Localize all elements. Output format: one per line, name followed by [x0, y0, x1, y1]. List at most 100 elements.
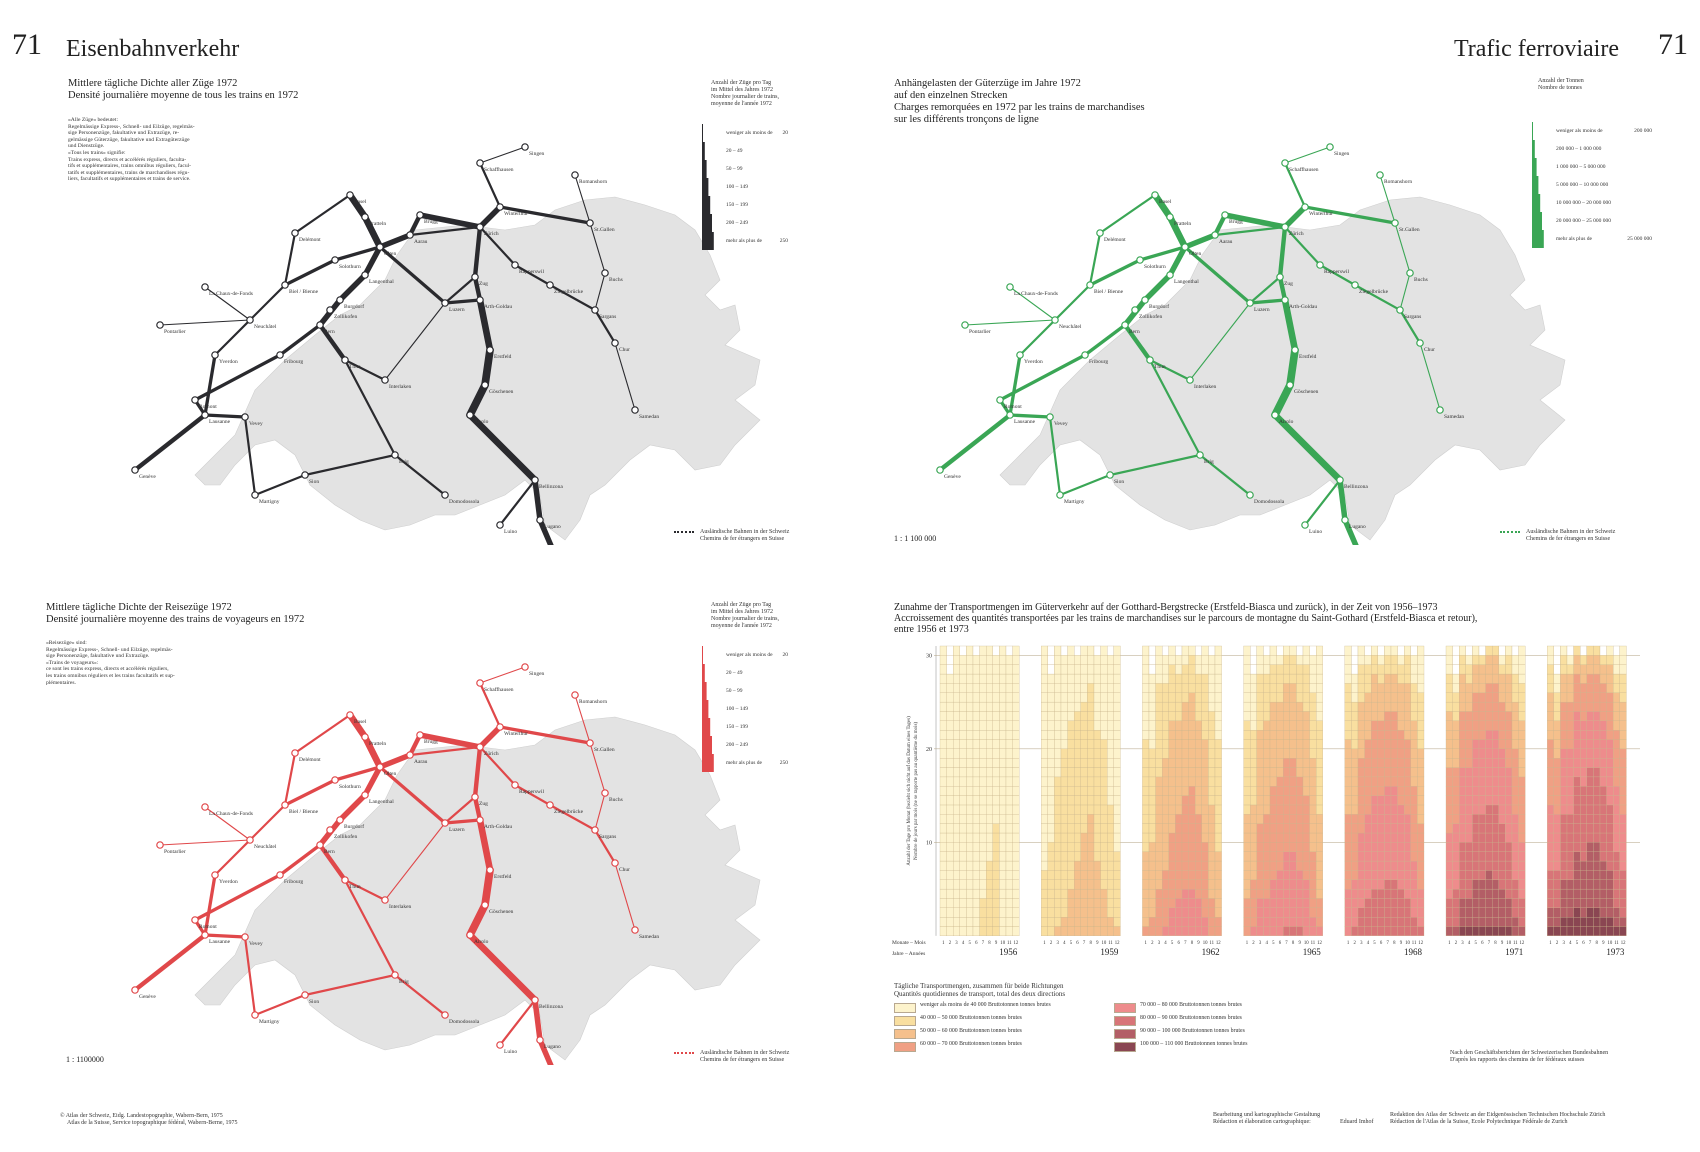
- rail-line: [479, 146, 526, 164]
- heatmap-cell: [1505, 758, 1513, 768]
- station-label: Aarau: [1219, 239, 1233, 245]
- heatmap-cell: [1107, 748, 1114, 759]
- heatmap-cell: [1344, 804, 1352, 815]
- heatmap-cell: [1606, 683, 1614, 693]
- heatmap-cell: [1263, 758, 1271, 768]
- heatmap-cell: [1384, 814, 1392, 824]
- rail-line: [1303, 205, 1397, 225]
- heatmap-cell: [1208, 879, 1216, 890]
- heatmap-cell: [1619, 776, 1627, 787]
- heatmap-cell: [1459, 795, 1466, 806]
- heatmap-cell: [1195, 655, 1202, 665]
- rail-line: [481, 866, 494, 909]
- heatmap-cell: [1142, 655, 1150, 665]
- heatmap-cell: [1316, 692, 1323, 703]
- heatmap-cell: [1478, 683, 1486, 693]
- heatmap-cell: [1148, 851, 1156, 862]
- heatmap-cell: [1093, 767, 1101, 778]
- rail-line: [1281, 296, 1299, 354]
- station-label: Sion: [309, 479, 319, 485]
- heatmap-cell: [1181, 701, 1189, 712]
- heatmap-cell: [1445, 720, 1453, 731]
- heatmap-cell: [1417, 851, 1425, 862]
- heatmap-cell: [1397, 851, 1405, 862]
- heatmap-cell: [1087, 842, 1095, 852]
- credits-line: Rédaction et élaboration cartographique:: [1213, 1119, 1311, 1125]
- heatmap-cell: [1250, 673, 1257, 684]
- heatmap-cell: [1047, 692, 1055, 703]
- station-marker: [496, 1041, 504, 1049]
- heatmap-cell: [1041, 842, 1048, 852]
- heatmap-cell: [966, 860, 974, 871]
- heatmap-cell: [1613, 926, 1620, 937]
- heatmap-cell: [1256, 711, 1264, 721]
- station-label: Neuchâtel: [254, 844, 277, 850]
- heatmap-cell: [1606, 814, 1614, 824]
- heatmap-cell: [1195, 926, 1202, 937]
- heatmap-cell: [1606, 776, 1614, 787]
- heatmap-cell: [1148, 898, 1156, 908]
- heatmap-cell: [1263, 748, 1271, 759]
- heatmap-cell: [1201, 814, 1209, 824]
- heatmap-cell: [1417, 879, 1425, 890]
- station-label: Chur: [619, 347, 630, 353]
- heatmap-cell: [1012, 804, 1020, 815]
- station-marker: [1281, 159, 1289, 167]
- rail-line: [1148, 358, 1202, 457]
- heatmap-cell: [1054, 786, 1062, 796]
- heatmap-cell: [1573, 730, 1581, 740]
- heatmap-cell: [1162, 888, 1169, 899]
- heatmap-cell: [1067, 926, 1075, 937]
- rail-line: [443, 818, 482, 825]
- heatmap-cell: [1485, 692, 1493, 703]
- rail-line: [1048, 415, 1062, 497]
- heatmap-cell: [1188, 814, 1196, 824]
- heatmap-cell: [1397, 832, 1405, 843]
- heatmap-cell: [1613, 907, 1620, 918]
- heatmap-cell: [1276, 786, 1284, 796]
- heatmap-cell: [1404, 851, 1411, 862]
- heatmap-cell: [1445, 916, 1453, 927]
- heatmap-cell: [1404, 860, 1411, 871]
- rail-line: [574, 174, 591, 224]
- heatmap-cell: [953, 823, 960, 834]
- heatmap-cell: [1276, 870, 1284, 880]
- credits-line: Redaktion des Atlas der Schweiz an der E…: [1390, 1112, 1606, 1118]
- heatmap-cell: [1505, 711, 1513, 721]
- heatmap-cell: [1263, 645, 1271, 656]
- heatmap-cell: [1553, 842, 1561, 852]
- heatmap-cell: [1472, 730, 1480, 740]
- heatmap-cell: [966, 767, 974, 778]
- station-label: Biel / Bienne: [289, 289, 319, 295]
- heatmap-cell: [1208, 804, 1216, 815]
- station-marker: [331, 256, 339, 264]
- heatmap-cell: [1289, 720, 1297, 731]
- heatmap-cell: [1181, 664, 1189, 675]
- heatmap-cell: [1465, 720, 1473, 731]
- heatmap-cell: [1459, 739, 1466, 750]
- heatmap-cell: [1384, 683, 1392, 693]
- heatmap-cell: [1155, 739, 1163, 750]
- heatmap-cell: [1309, 814, 1317, 824]
- heatmap-cell: [1505, 776, 1513, 787]
- heatmap-cell: [1371, 870, 1378, 880]
- heatmap-cell: [1364, 664, 1372, 675]
- heatmap-cell: [1445, 692, 1453, 703]
- heatmap-cell: [1067, 711, 1075, 721]
- heatmap-cell: [1256, 739, 1264, 750]
- heatmap-cell: [1113, 730, 1121, 740]
- heatmap-cell: [1465, 739, 1473, 750]
- station-marker: [281, 281, 289, 289]
- map3-legend-title: Anzahl der Züge pro Tag im Mittel des Ja…: [711, 602, 811, 630]
- heatmap-cell: [1060, 730, 1068, 740]
- heatmap-cell: [1452, 786, 1460, 796]
- heatmap-cell: [1599, 926, 1607, 937]
- heatmap-cell: [1208, 832, 1216, 843]
- station-marker: [131, 986, 139, 994]
- heatmap-cell: [1410, 786, 1418, 796]
- heatmap-cell: [1195, 748, 1202, 759]
- station-label: Thun: [1154, 364, 1166, 370]
- heatmap-cell: [1012, 851, 1020, 862]
- heatmap-cell: [1511, 720, 1519, 731]
- month-label: 3: [1461, 941, 1464, 946]
